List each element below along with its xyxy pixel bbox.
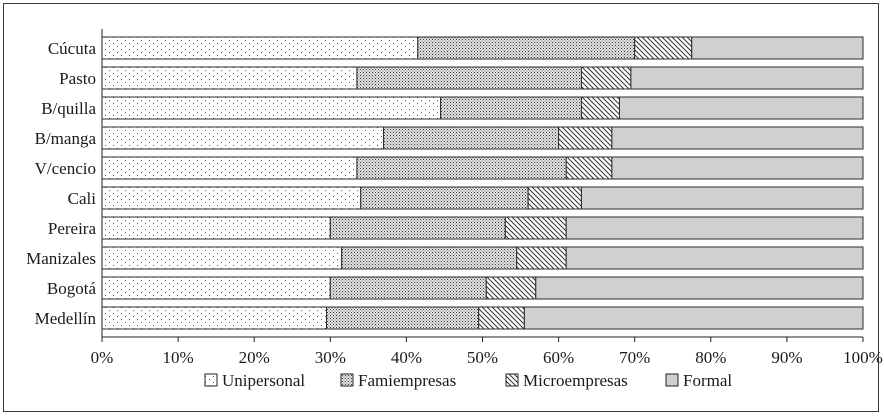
x-tick-label: 70% (619, 348, 650, 367)
bar-cali-famiempresas (360, 186, 529, 210)
bar-manizales-formal (565, 246, 864, 270)
category-label: V/cencio (35, 159, 96, 178)
bar-manizales-famiempresas (341, 246, 518, 270)
bar-pasto-unipersonal (101, 66, 358, 90)
x-tick-label: 30% (315, 348, 346, 367)
x-tick-label: 20% (239, 348, 270, 367)
bar-cucuta-unipersonal (101, 36, 419, 60)
bar-b-manga-famiempresas (383, 126, 560, 150)
category-label: Manizales (26, 249, 96, 268)
legend-swatch-famiempresas (340, 373, 354, 387)
category-label: Bogotá (47, 279, 97, 298)
bar-pasto-microempresas (580, 66, 632, 90)
bar-bogota-formal (535, 276, 864, 300)
bar-cali-microempresas (527, 186, 582, 210)
legend-label-microempresas: Microempresas (523, 371, 628, 390)
bar-b-quilla-microempresas (580, 96, 620, 120)
bar-bogota-unipersonal (101, 276, 331, 300)
bar-medellin-famiempresas (325, 306, 480, 330)
bar-medellin-microempresas (478, 306, 525, 330)
category-label: Cali (68, 189, 97, 208)
x-tick-label: 40% (391, 348, 422, 367)
bar-cucuta-formal (691, 36, 864, 60)
legend-label-formal: Formal (683, 371, 732, 390)
category-label: Pereira (48, 219, 97, 238)
x-tick-label: 80% (695, 348, 726, 367)
bar-bogota-microempresas (485, 276, 537, 300)
x-tick-label: 60% (543, 348, 574, 367)
bar-b-quilla-famiempresas (440, 96, 582, 120)
bar-v-cencio-famiempresas (356, 156, 567, 180)
bar-pereira-famiempresas (329, 216, 506, 240)
bar-b-quilla-unipersonal (101, 96, 442, 120)
bar-b-quilla-formal (618, 96, 864, 120)
bar-pereira-microempresas (504, 216, 567, 240)
bar-b-manga-formal (611, 126, 864, 150)
bar-cali-formal (580, 186, 864, 210)
bar-cucuta-famiempresas (417, 36, 636, 60)
bar-manizales-unipersonal (101, 246, 343, 270)
category-label: Medellín (35, 309, 97, 328)
legend-label-unipersonal: Unipersonal (222, 371, 305, 390)
legend-swatch-microempresas (505, 373, 519, 387)
bar-b-manga-microempresas (558, 126, 613, 150)
bar-pereira-formal (565, 216, 864, 240)
bar-v-cencio-unipersonal (101, 156, 358, 180)
bar-manizales-microempresas (516, 246, 567, 270)
legend-label-famiempresas: Famiempresas (358, 371, 456, 390)
x-tick-label: 50% (467, 348, 498, 367)
category-label: Pasto (59, 69, 96, 88)
bar-b-manga-unipersonal (101, 126, 385, 150)
x-tick-label: 100% (843, 348, 883, 367)
category-label: B/quilla (41, 99, 96, 118)
legend-swatch-formal (665, 373, 679, 387)
bar-pasto-famiempresas (356, 66, 582, 90)
bar-pasto-formal (630, 66, 864, 90)
bar-pereira-unipersonal (101, 216, 331, 240)
bar-v-cencio-microempresas (565, 156, 613, 180)
legend-swatch-unipersonal (204, 373, 218, 387)
category-label: Cúcuta (48, 39, 97, 58)
x-tick-label: 0% (91, 348, 114, 367)
bar-v-cencio-formal (611, 156, 864, 180)
bar-medellin-unipersonal (101, 306, 327, 330)
x-tick-label: 90% (771, 348, 802, 367)
bar-bogota-famiempresas (329, 276, 487, 300)
x-tick-label: 10% (163, 348, 194, 367)
category-label: B/manga (35, 129, 97, 148)
bar-cali-unipersonal (101, 186, 362, 210)
bar-cucuta-microempresas (634, 36, 693, 60)
bar-medellin-formal (523, 306, 864, 330)
